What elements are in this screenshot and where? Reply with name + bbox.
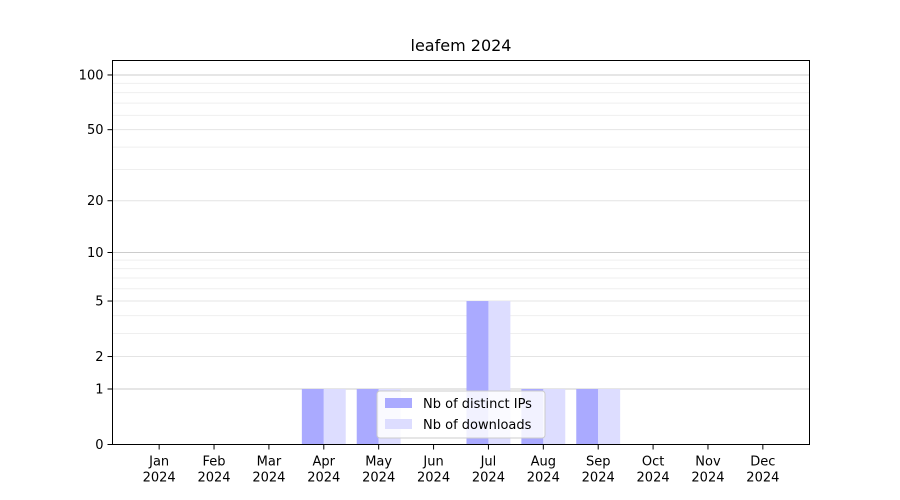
legend-frame <box>376 390 546 439</box>
x-tick-label: Aug <box>531 455 556 470</box>
legend: Nb of distinct IPs Nb of downloads <box>376 390 546 439</box>
bar-distinct-ips <box>356 388 379 445</box>
x-tick-label: Feb <box>203 455 226 470</box>
x-tick-label: 2024 <box>307 471 340 486</box>
chart-title: leafem 2024 <box>411 36 512 55</box>
legend-swatch-distinct-ips <box>385 398 412 408</box>
x-tick-label: Sep <box>586 455 611 470</box>
y-tick-label: 50 <box>87 123 104 138</box>
grid-layer <box>112 74 810 390</box>
y-tick-label: 10 <box>87 246 104 261</box>
x-tick-label: Jan <box>148 455 169 470</box>
legend-swatch-downloads <box>385 419 412 429</box>
x-tick-label: Oct <box>642 455 664 470</box>
y-tick-label: 1 <box>95 382 103 397</box>
x-tick-label: 2024 <box>417 471 450 486</box>
legend-label-downloads: Nb of downloads <box>423 418 532 433</box>
x-tick-label: Apr <box>313 455 336 470</box>
x-tick-label: May <box>365 455 392 470</box>
bar-downloads <box>323 388 346 445</box>
x-tick-label: 2024 <box>582 471 615 486</box>
x-tick-label: 2024 <box>143 471 176 486</box>
bar-distinct-ips <box>576 388 599 445</box>
x-tick-label: Mar <box>257 455 282 470</box>
x-tick-label: 2024 <box>527 471 560 486</box>
x-tick-label: 2024 <box>252 471 285 486</box>
x-tick-label: 2024 <box>746 471 779 486</box>
x-tick-label: 2024 <box>362 471 395 486</box>
y-tick-label: 0 <box>95 438 103 453</box>
x-tick-label: 2024 <box>197 471 230 486</box>
bar-downloads <box>543 388 566 445</box>
x-axis: Jan2024Feb2024Mar2024Apr2024May2024Jun20… <box>143 444 779 486</box>
y-axis: 0 1 2 5 10 20 50 100 <box>79 68 113 453</box>
x-tick-label: 2024 <box>637 471 670 486</box>
bar-distinct-ips <box>301 388 324 445</box>
x-tick-label: 2024 <box>691 471 724 486</box>
x-tick-label: Jun <box>422 455 443 470</box>
legend-label-distinct-ips: Nb of distinct IPs <box>423 397 532 412</box>
y-tick-label: 20 <box>87 194 104 209</box>
x-tick-label: 2024 <box>472 471 505 486</box>
x-tick-label: Jul <box>480 455 497 470</box>
x-tick-label: Dec <box>750 455 775 470</box>
y-tick-label: 2 <box>95 350 103 365</box>
y-tick-label: 5 <box>95 295 103 310</box>
bar-downloads <box>598 388 621 445</box>
y-tick-label: 100 <box>79 68 104 83</box>
x-tick-label: Nov <box>695 455 721 470</box>
